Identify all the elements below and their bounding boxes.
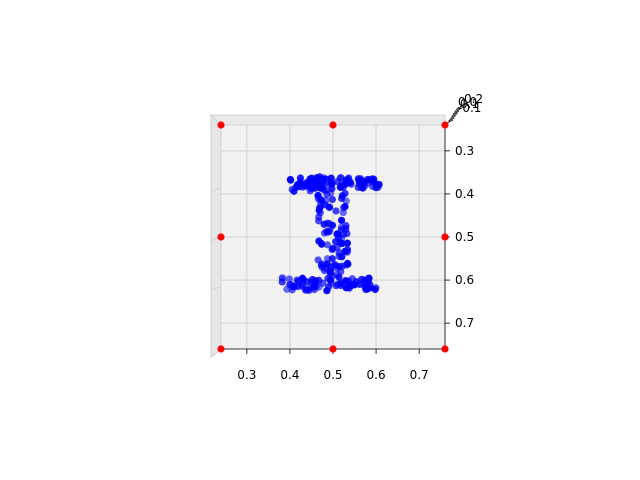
y-tick-label: 0.3 — [455, 144, 474, 158]
z-tick — [455, 107, 462, 111]
data-point-blue — [333, 230, 341, 238]
grid-lines — [210, 125, 445, 349]
x-tick-label: 0.3 — [237, 368, 256, 382]
z-tick-label: 0.2 — [464, 92, 483, 106]
series-blue-points — [278, 173, 383, 295]
data-point-red — [217, 233, 225, 241]
z-tick — [452, 110, 460, 115]
y-tick-label: 0.6 — [455, 273, 474, 287]
data-point-red — [217, 121, 225, 129]
data-point-blue — [328, 195, 336, 204]
data-point-blue — [325, 228, 333, 236]
z-axis: 0.20.10.0-0.1 — [446, 92, 483, 124]
data-point-blue — [308, 283, 316, 291]
data-point-blue — [341, 247, 349, 255]
data-point-blue — [370, 175, 378, 183]
data-point-blue — [323, 241, 331, 249]
data-point-blue — [316, 204, 324, 212]
data-point-blue — [290, 187, 298, 195]
grid-line-wall — [210, 187, 222, 193]
data-point-blue — [357, 178, 365, 187]
data-point-blue — [316, 195, 324, 203]
data-point-blue — [285, 275, 293, 283]
z-tick — [446, 119, 454, 124]
data-point-blue — [286, 175, 295, 184]
data-point-blue — [315, 213, 323, 221]
x-tick-label: 0.4 — [280, 368, 299, 382]
series-red-points — [217, 121, 449, 353]
data-point-red — [441, 345, 449, 353]
data-point-blue — [343, 239, 351, 247]
data-point-blue — [332, 207, 340, 215]
data-point-blue — [347, 180, 355, 188]
data-point-blue — [316, 184, 324, 192]
data-point-blue — [335, 273, 343, 281]
x-tick-label: 0.5 — [323, 368, 342, 382]
data-point-blue — [323, 260, 331, 268]
data-point-blue — [325, 203, 333, 211]
data-point-red — [441, 233, 449, 241]
data-point-blue — [343, 229, 351, 238]
data-point-blue — [313, 174, 321, 182]
data-point-blue — [323, 190, 331, 198]
z-tick — [454, 108, 461, 113]
data-point-blue — [366, 281, 374, 289]
data-point-blue — [352, 278, 360, 286]
y-tick-label: 0.4 — [455, 187, 474, 201]
data-point-red — [329, 345, 337, 353]
data-point-blue — [325, 283, 333, 291]
x-axis: 0.3 0.4 0.5 0.6 0.7 — [221, 348, 445, 382]
data-point-blue — [320, 267, 329, 275]
data-point-red — [329, 121, 337, 129]
x-tick-label: 0.7 — [410, 368, 429, 382]
data-point-blue — [328, 245, 336, 254]
data-point-blue — [294, 277, 302, 285]
z-tick — [448, 117, 455, 122]
data-point-blue — [338, 234, 346, 242]
data-point-blue — [334, 280, 342, 288]
z-tick — [449, 116, 456, 120]
grid-line-wall — [210, 285, 222, 291]
data-point-blue — [327, 174, 335, 182]
data-point-blue — [283, 285, 291, 293]
z-tick — [451, 112, 458, 117]
x-tick-label: 0.6 — [367, 368, 386, 382]
data-point-blue — [318, 240, 326, 248]
data-point-blue — [372, 184, 380, 192]
data-point-blue — [315, 283, 323, 291]
data-point-blue — [303, 278, 311, 286]
data-point-blue — [325, 219, 333, 228]
y-tick-label: 0.5 — [455, 230, 474, 244]
data-point-blue — [323, 255, 332, 263]
data-point-blue — [359, 184, 367, 192]
y-tick-label: 0.7 — [455, 316, 474, 330]
data-point-blue — [363, 175, 371, 184]
data-point-red — [441, 121, 449, 129]
data-point-blue — [336, 183, 344, 191]
z-tick-label: 0.1 — [460, 97, 479, 111]
z-tick-label: -0.1 — [458, 101, 481, 115]
data-point-blue — [335, 248, 343, 257]
data-point-blue — [342, 284, 350, 292]
data-point-blue — [337, 226, 346, 234]
data-point-blue — [338, 194, 346, 203]
data-point-blue — [319, 174, 328, 182]
data-point-blue — [337, 216, 346, 224]
data-point-blue — [339, 204, 348, 212]
data-point-red — [217, 345, 225, 353]
z-tick — [450, 114, 457, 118]
data-point-blue — [364, 275, 372, 283]
data-point-blue — [333, 264, 341, 273]
pane-top-wall — [210, 114, 446, 126]
data-point-blue — [296, 174, 305, 182]
data-point-blue — [278, 274, 286, 282]
y-axis: 0.3 0.4 0.5 0.6 0.7 — [444, 125, 474, 349]
data-point-blue — [314, 256, 322, 264]
data-point-blue — [287, 281, 295, 289]
z-tick — [456, 105, 463, 109]
z-tick-label: 0.0 — [458, 95, 477, 109]
data-point-blue — [293, 181, 302, 189]
